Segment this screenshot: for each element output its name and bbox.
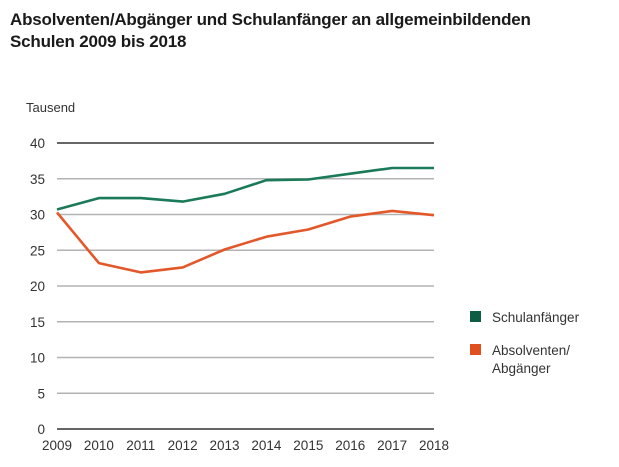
y-tick-label: 0 (37, 422, 45, 437)
legend-item-schulanfaenger: Schulanfänger (470, 309, 579, 327)
series-lines (55, 166, 435, 274)
y-tick-label: 25 (30, 243, 45, 258)
chart-title-line-1: Absolventen/Abgänger und Schulanfänger a… (10, 10, 531, 29)
y-tick-label: 40 (30, 136, 45, 151)
chart-title: Absolventen/Abgänger und Schulanfänger a… (10, 9, 610, 53)
legend-label-line: Abgänger (492, 361, 551, 376)
x-tick-label: 2016 (335, 438, 365, 453)
x-tick-label: 2014 (251, 438, 282, 453)
x-tick-label: 2010 (84, 438, 114, 453)
series-line (56, 166, 434, 211)
y-tick-label: 5 (37, 386, 45, 401)
legend-label-line: Absolventen/ (492, 343, 571, 358)
x-tick-label: 2015 (293, 438, 323, 453)
y-tick-label: 15 (30, 315, 45, 330)
y-tick-label: 10 (30, 351, 45, 366)
x-tick-label: 2012 (168, 438, 198, 453)
legend-label-schulanfaenger: Schulanfänger (492, 309, 579, 327)
series-absolventen (55, 209, 435, 274)
y-tick-labels: 0 5 10 15 20 25 30 35 40 (30, 136, 45, 437)
legend-label-line: Schulanfänger (492, 310, 580, 325)
gridlines (57, 142, 434, 430)
x-tick-label: 2018 (419, 438, 449, 453)
y-axis-unit-label: Tausend (26, 100, 76, 115)
series-schulanfaenger (56, 166, 434, 211)
chart-title-line-2: Schulen 2009 bis 2018 (10, 32, 187, 51)
y-tick-label: 20 (30, 279, 45, 294)
y-tick-label: 35 (30, 172, 45, 187)
y-tick-label: 30 (30, 208, 45, 223)
x-tick-label: 2009 (42, 438, 72, 453)
x-tick-label: 2017 (377, 438, 407, 453)
x-tick-label: 2013 (210, 438, 240, 453)
x-tick-labels: 2009 2010 2011 2012 2013 2014 2015 2016 2017 2018 (42, 438, 449, 453)
legend-swatch-absolventen (470, 344, 481, 355)
x-tick-label: 2011 (126, 438, 155, 453)
legend-label-absolventen: Absolventen/ Abgänger (492, 342, 570, 378)
legend-item-absolventen: Absolventen/ Abgänger (470, 342, 570, 378)
series-line (55, 209, 435, 274)
legend-swatch-schulanfaenger (470, 311, 481, 322)
